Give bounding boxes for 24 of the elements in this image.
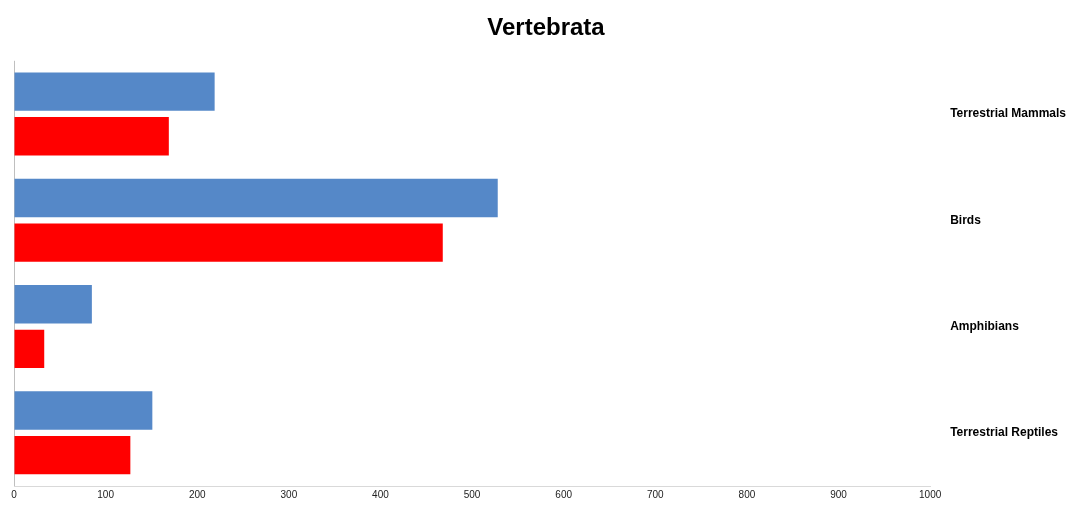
x-tick-label: 500: [463, 488, 481, 500]
x-tick-label: 800: [738, 488, 756, 500]
x-tick-label: 100: [97, 488, 115, 500]
chart-title: Vertebrata: [487, 13, 606, 41]
bar: [14, 117, 169, 156]
y-tick-label: Birds: [950, 212, 982, 227]
x-tick-label: 200: [188, 488, 207, 500]
x-tick-label: 300: [280, 488, 298, 500]
bar: [14, 72, 215, 111]
x-tick-label: 1000: [919, 488, 942, 500]
y-tick-label: Terrestrial Reptiles: [950, 425, 1059, 440]
bar: [14, 329, 45, 369]
x-tick-label: 600: [555, 488, 573, 500]
bar: [14, 178, 498, 218]
bar: [14, 223, 443, 262]
y-tick-label: Terrestrial Mammals: [950, 106, 1067, 121]
x-tick-label: 400: [372, 488, 390, 500]
y-tick-label: Amphibians: [950, 318, 1020, 333]
bar: [14, 285, 92, 324]
x-tick-label: 900: [830, 488, 848, 500]
x-tick-label: 0: [11, 488, 18, 500]
bar: [14, 391, 153, 430]
bar: [14, 435, 131, 475]
x-tick-label: 700: [646, 488, 665, 500]
